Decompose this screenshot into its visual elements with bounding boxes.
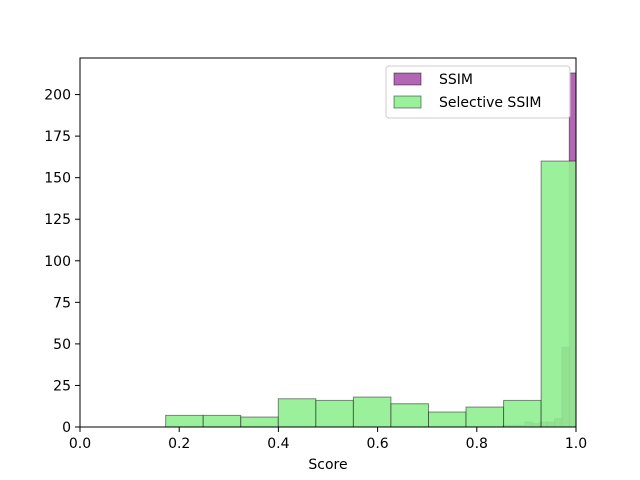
legend-swatch [393,95,422,109]
x-axis: 0.0 0.2 0.4 0.6 0.8 1.0 [69,427,587,452]
histogram-bar [315,399,354,427]
legend-label: Selective SSIM [439,95,541,111]
y-tick-label: 0 [62,420,71,436]
y-tick-label: 100 [44,254,71,270]
y-tick-label: 50 [53,337,71,353]
y-tick-label: 25 [53,378,71,394]
histogram-bar [277,398,317,427]
histogram-bar [390,403,429,427]
x-tick-label: 0.0 [69,436,91,452]
legend: SSIM Selective SSIM [385,65,571,119]
histogram-bar [352,396,392,427]
histogram-bar [202,414,242,427]
x-tick-label: 1.0 [565,436,587,452]
y-tick-label: 200 [44,88,71,104]
histogram-bar [165,414,204,427]
series-selective-ssim [165,160,576,427]
x-axis-label: Score [308,457,347,473]
y-tick-label: 125 [44,212,71,228]
histogram-bar [503,399,542,427]
histogram-bar [427,411,467,427]
histogram-bar [240,416,279,427]
legend-box [385,65,571,119]
legend-swatch [393,72,422,86]
legend-label: SSIM [439,72,473,88]
y-tick-label: 75 [53,295,71,311]
y-tick-label: 175 [44,129,71,145]
bars-layer [165,72,576,427]
histogram-bar [540,160,576,427]
y-axis: 0 25 50 75 100 125 150 175 200 [44,88,80,436]
x-tick-label: 0.6 [366,436,388,452]
plot-frame [79,57,577,428]
x-tick-label: 0.2 [168,436,190,452]
x-tick-label: 0.4 [267,436,289,452]
histogram-bar [465,406,505,427]
y-tick-label: 150 [44,171,71,187]
x-tick-label: 0.8 [466,436,488,452]
